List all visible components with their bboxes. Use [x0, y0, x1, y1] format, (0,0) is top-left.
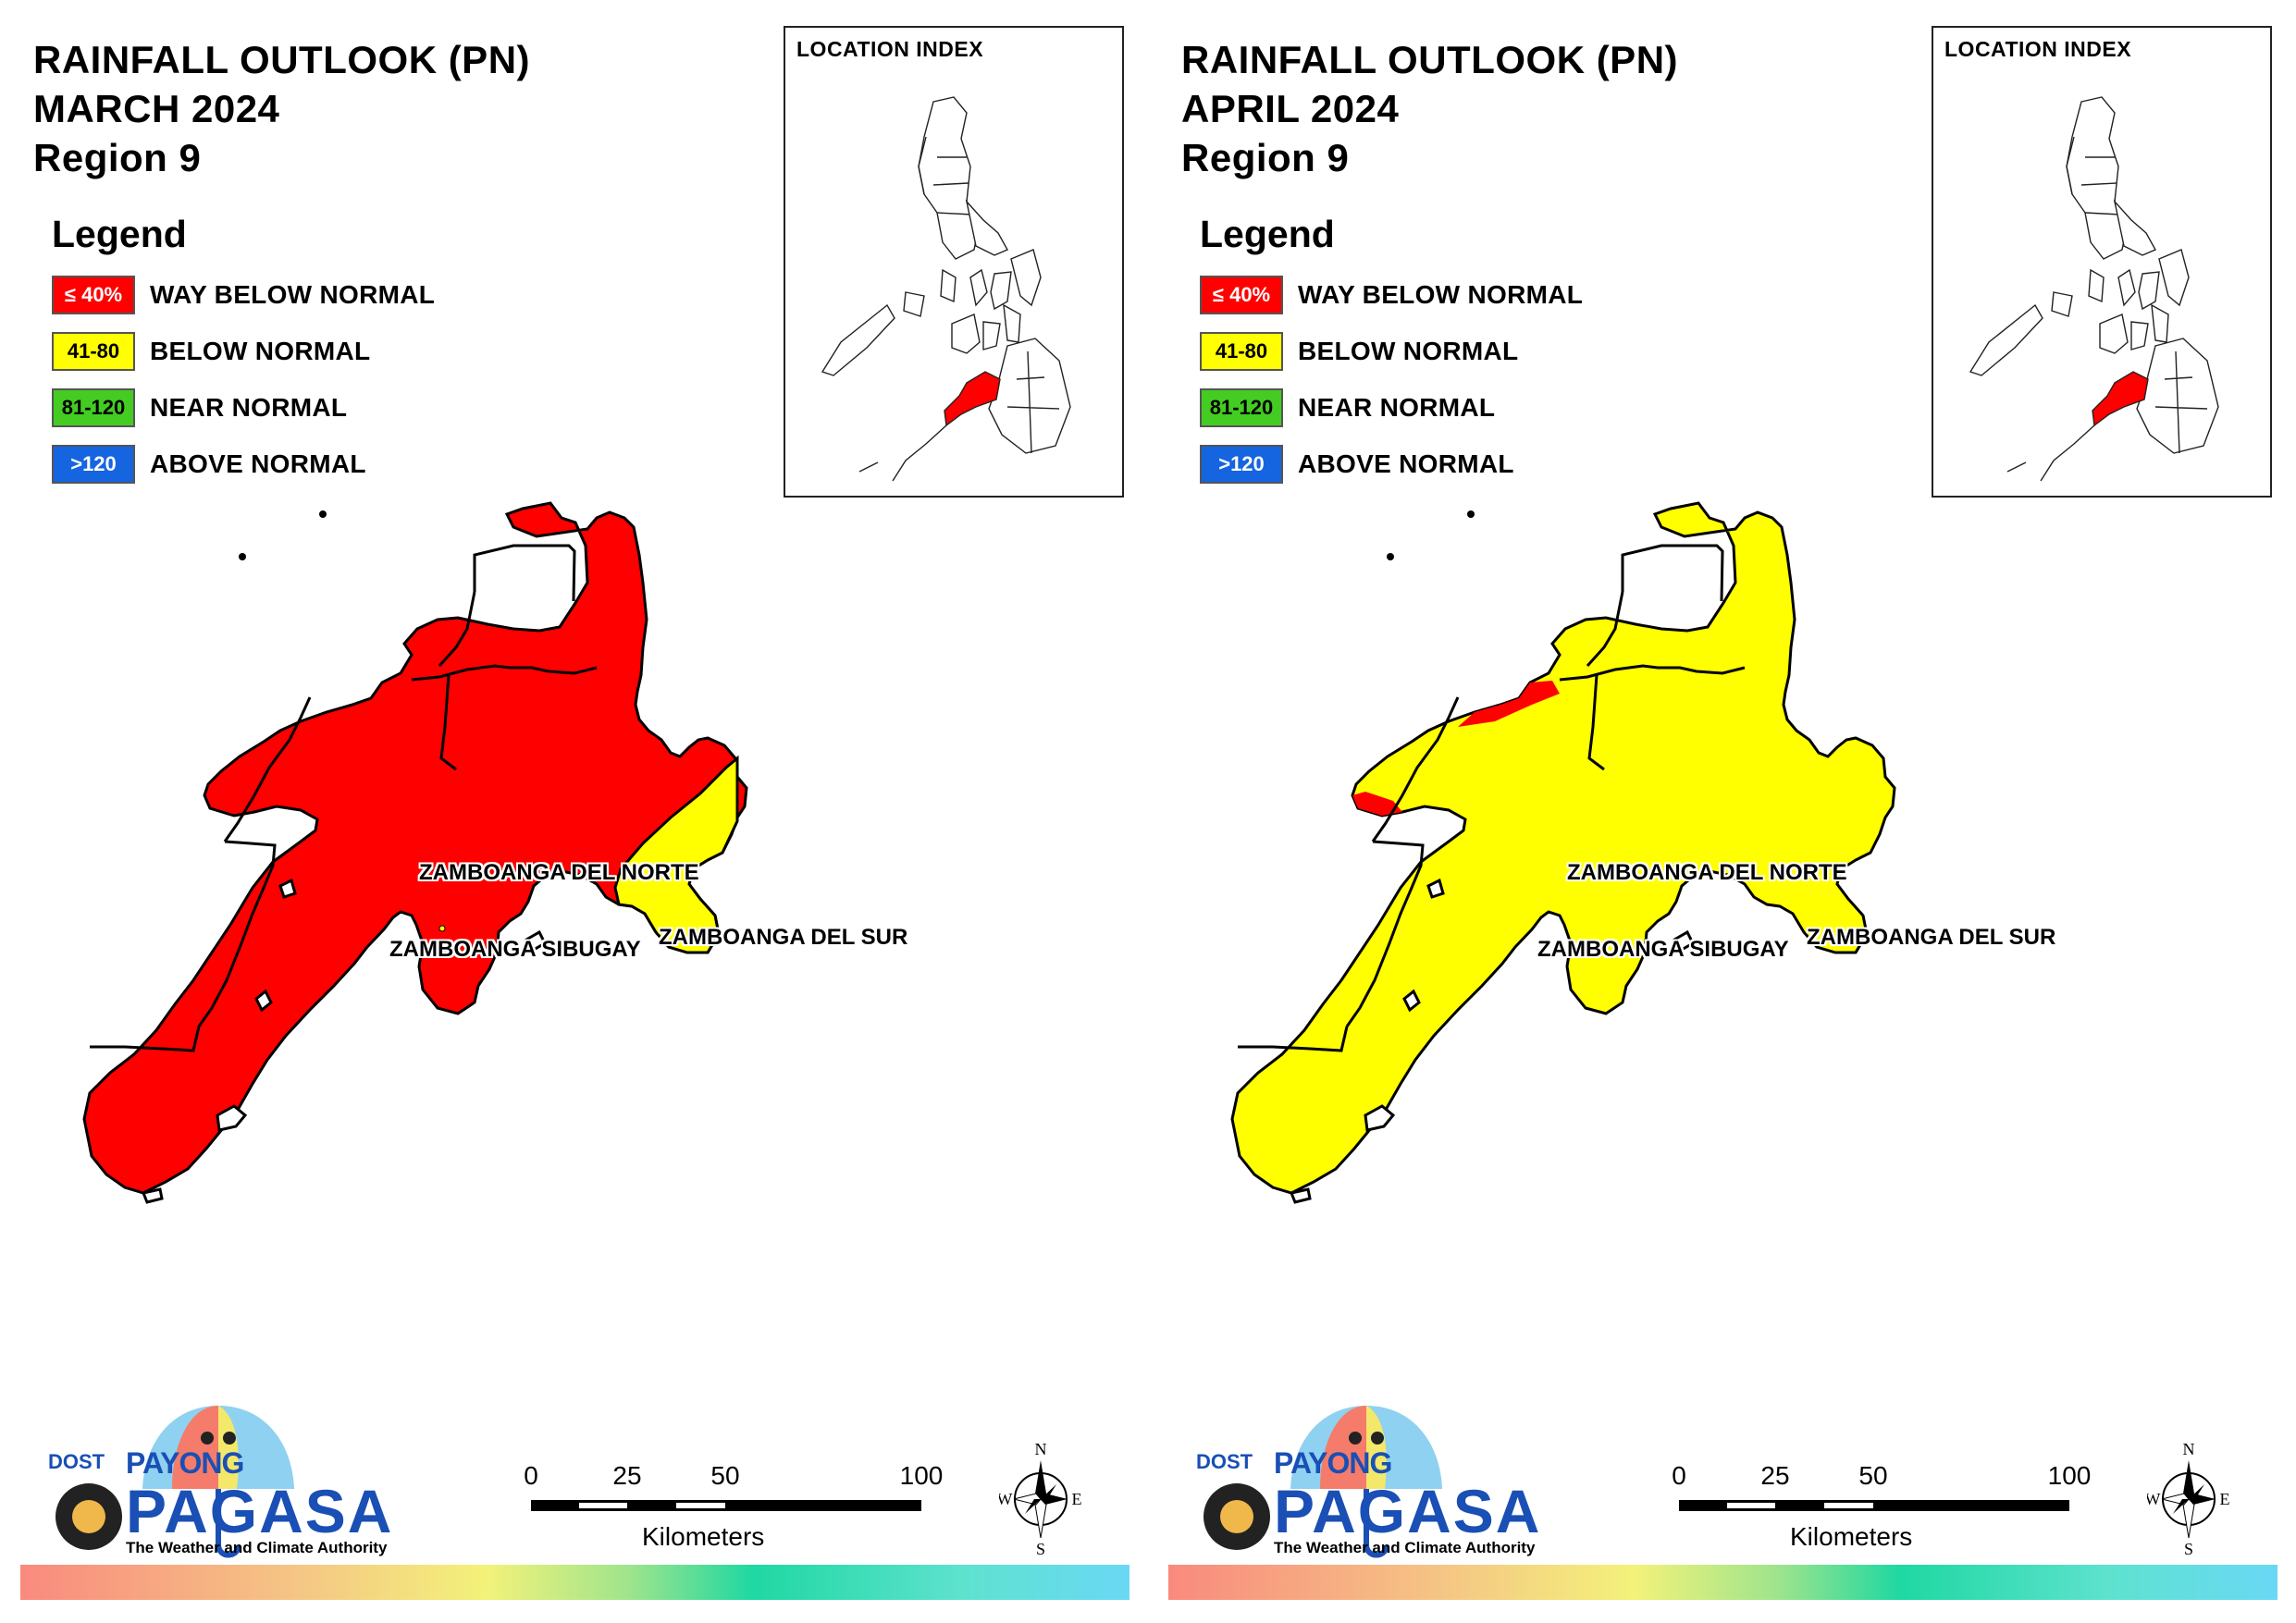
title-line: RAINFALL OUTLOOK (PN) — [1181, 38, 1679, 81]
legend-label: ABOVE NORMAL — [1298, 449, 1514, 478]
way-below-patch-north — [1458, 681, 1560, 727]
svg-text:N: N — [1035, 1440, 1047, 1458]
legend-label: NEAR NORMAL — [150, 392, 348, 422]
decorative-gradient-bar — [20, 1565, 1129, 1600]
legend-swatch: 81-120 — [1200, 387, 1283, 427]
scale-tick: 0 — [1672, 1461, 1686, 1490]
below-normal-area — [613, 755, 739, 954]
legend-title: Legend — [1200, 213, 1335, 255]
svg-text:S: S — [1036, 1540, 1045, 1558]
map-panel-april: RAINFALL OUTLOOK (PN) APRIL 2024 Region … — [1148, 0, 2296, 1623]
umbrella-icon — [56, 1406, 294, 1558]
scale-bar-graphic — [1679, 1500, 2069, 1511]
logo-tagline: The Weather and Climate Authority — [1274, 1539, 1536, 1556]
scale-unit: Kilometers — [1790, 1522, 1913, 1551]
decorative-gradient-bar — [1168, 1565, 2277, 1600]
province-label-norte: ZAMBOANGA DEL NORTE — [419, 860, 699, 885]
legend-item-below: 41-80 BELOW NORMAL — [1200, 329, 1583, 373]
svg-text:W: W — [999, 1490, 1013, 1508]
location-index-title: LOCATION INDEX — [796, 37, 984, 61]
legend-swatch: 41-80 — [1200, 331, 1283, 371]
compass-rose-icon: N S W E — [2147, 1440, 2230, 1558]
scale-tick: 100 — [899, 1461, 944, 1490]
philippines-outline-map — [1969, 96, 2219, 482]
svg-text:E: E — [1072, 1490, 1082, 1508]
logo-dost: DOST — [1196, 1450, 1253, 1473]
compass-rose-icon: N S W E — [999, 1440, 1082, 1558]
location-index-inset: LOCATION INDEX — [784, 26, 1124, 498]
legend-title: Legend — [52, 213, 187, 255]
scale-unit: Kilometers — [642, 1522, 765, 1551]
legend-item-way-below: ≤ 40% WAY BELOW NORMAL — [52, 273, 435, 316]
legend-label: WAY BELOW NORMAL — [150, 279, 436, 309]
scale-bar: 0 25 50 100 Kilometers — [518, 1461, 943, 1563]
legend-swatch: >120 — [52, 444, 135, 484]
svg-text:S: S — [2184, 1540, 2193, 1558]
legend: Legend ≤ 40% WAY BELOW NORMAL 41-80 BELO… — [52, 213, 435, 498]
legend-item-near: 81-120 NEAR NORMAL — [52, 386, 435, 429]
legend-item-above: >120 ABOVE NORMAL — [1200, 442, 1583, 486]
title-region: Region 9 — [1181, 136, 1350, 179]
legend-swatch: ≤ 40% — [1200, 275, 1283, 314]
province-label-sibugay: ZAMBOANGA SIBUGAY — [1537, 937, 1789, 962]
payong-pagasa-logo: DOST PAYONG PAGASA The Weather and Clima… — [33, 1387, 403, 1572]
province-label-norte: ZAMBOANGA DEL NORTE — [1567, 860, 1847, 885]
map-panel-march: RAINFALL OUTLOOK (PN) MARCH 2024 Region … — [20, 26, 1129, 1600]
scale-tick: 50 — [710, 1461, 740, 1490]
legend: Legend ≤ 40% WAY BELOW NORMAL 41-80 BELO… — [1200, 213, 1583, 498]
logo-tagline: The Weather and Climate Authority — [126, 1539, 388, 1556]
title-month: MARCH 2024 — [33, 87, 280, 130]
scale-bar-graphic — [531, 1500, 921, 1511]
logo-dost: DOST — [48, 1450, 105, 1473]
legend-label: NEAR NORMAL — [1298, 392, 1496, 422]
panel-title: RAINFALL OUTLOOK (PN) MARCH 2024 Region … — [33, 35, 530, 182]
legend-swatch: >120 — [1200, 444, 1283, 484]
scale-tick: 50 — [1858, 1461, 1888, 1490]
logo-pagasa: PAGASA — [1274, 1477, 1542, 1545]
scale-tick: 25 — [1760, 1461, 1790, 1490]
legend-label: ABOVE NORMAL — [150, 449, 366, 478]
logo-payong: PAYONG — [1274, 1446, 1392, 1480]
logo-payong: PAYONG — [126, 1446, 244, 1480]
title-region: Region 9 — [33, 136, 202, 179]
region-landmass — [1230, 501, 1896, 1195]
legend-item-above: >120 ABOVE NORMAL — [52, 442, 435, 486]
title-line: RAINFALL OUTLOOK (PN) — [33, 38, 531, 81]
scale-bar: 0 25 50 100 Kilometers — [1666, 1461, 2091, 1563]
umbrella-icon — [1204, 1406, 1442, 1558]
legend-item-way-below: ≤ 40% WAY BELOW NORMAL — [1200, 273, 1583, 316]
region-9-rainfall-map — [82, 501, 748, 1204]
logo-pagasa: PAGASA — [126, 1477, 394, 1545]
way-below-patch-west — [1352, 792, 1402, 816]
scale-tick: 100 — [2047, 1461, 2092, 1490]
legend-swatch: ≤ 40% — [52, 275, 135, 314]
legend-swatch: 81-120 — [52, 387, 135, 427]
scale-tick: 25 — [612, 1461, 642, 1490]
philippines-outline-map — [821, 96, 1071, 482]
legend-label: WAY BELOW NORMAL — [1298, 279, 1584, 309]
svg-text:W: W — [2147, 1490, 2161, 1508]
legend-label: BELOW NORMAL — [150, 336, 371, 365]
legend-item-below: 41-80 BELOW NORMAL — [52, 329, 435, 373]
region-landmass — [82, 501, 748, 1195]
legend-item-near: 81-120 NEAR NORMAL — [1200, 386, 1583, 429]
scale-tick: 0 — [524, 1461, 538, 1490]
legend-label: BELOW NORMAL — [1298, 336, 1519, 365]
province-label-sibugay: ZAMBOANGA SIBUGAY — [389, 937, 641, 962]
svg-text:E: E — [2220, 1490, 2230, 1508]
province-label-sur: ZAMBOANGA DEL SUR — [1807, 925, 2056, 950]
svg-text:N: N — [2183, 1440, 2195, 1458]
location-index-inset: LOCATION INDEX — [1932, 26, 2272, 498]
legend-swatch: 41-80 — [52, 331, 135, 371]
panel-title: RAINFALL OUTLOOK (PN) APRIL 2024 Region … — [1181, 35, 1678, 182]
payong-pagasa-logo: DOST PAYONG PAGASA The Weather and Clima… — [1181, 1387, 1551, 1572]
region-9-rainfall-map — [1230, 501, 1896, 1204]
location-index-title: LOCATION INDEX — [1944, 37, 2132, 61]
title-month: APRIL 2024 — [1181, 87, 1400, 130]
province-label-sur: ZAMBOANGA DEL SUR — [659, 925, 908, 950]
